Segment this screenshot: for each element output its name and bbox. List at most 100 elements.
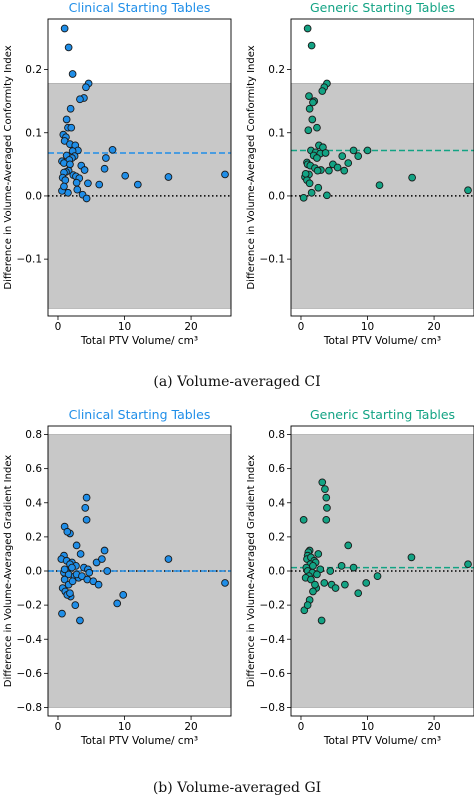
data-point — [85, 568, 94, 577]
data-point — [95, 180, 104, 189]
data-point — [221, 579, 229, 587]
data-point — [322, 493, 331, 502]
data-point — [82, 493, 91, 502]
y-tick-label: 0.6 — [268, 463, 285, 475]
y-tick-label: −0.6 — [17, 668, 43, 680]
chart-title: Clinical Starting Tables — [69, 0, 211, 15]
axes-frame — [290, 18, 474, 317]
data-point — [82, 83, 90, 92]
x-tick-label: 0 — [298, 721, 305, 733]
data-point — [92, 558, 101, 567]
data-point — [464, 560, 472, 569]
data-point — [102, 154, 110, 162]
data-point — [331, 584, 340, 592]
data-point — [68, 70, 77, 78]
x-tick-label: 20 — [184, 721, 197, 733]
data-point — [68, 563, 76, 572]
data-point — [100, 164, 109, 173]
y-tick-label: −0.8 — [17, 702, 43, 714]
data-point — [80, 166, 89, 174]
data-point — [354, 152, 363, 160]
data-point — [94, 580, 103, 589]
y-tick-label: 0.8 — [268, 429, 285, 441]
data-point — [305, 92, 313, 100]
y-tick-label: 0.4 — [268, 497, 285, 509]
y-tick-label: −0.1 — [260, 254, 286, 266]
y-tick-label: −0.2 — [17, 600, 43, 612]
chart-gi-generic: 0 10 20 −0.8 −0.6 −0.4 −0.2 0.0 0.2 0.4 0.6 0.8 Gene… — [246, 407, 474, 747]
data-point — [66, 160, 74, 169]
data-point — [307, 188, 316, 197]
data-point — [133, 180, 142, 189]
data-point — [408, 173, 416, 182]
data-point — [318, 478, 327, 487]
data-point — [76, 616, 84, 625]
y-tick-label: 0.1 — [25, 127, 42, 139]
data-point — [307, 41, 316, 50]
y-tick-label: −0.6 — [260, 668, 286, 680]
limits-band — [290, 83, 474, 309]
x-tick-label: 0 — [298, 321, 305, 333]
y-tick-label: 0.2 — [25, 64, 42, 76]
y-tick-label: −0.1 — [17, 254, 43, 266]
data-point — [349, 563, 358, 572]
data-point — [62, 115, 71, 124]
data-point — [76, 95, 84, 104]
data-point — [61, 176, 70, 184]
data-point — [164, 555, 173, 563]
y-tick-label: 0.4 — [25, 497, 42, 509]
data-point — [344, 159, 353, 167]
data-point — [221, 170, 229, 179]
data-point — [121, 171, 130, 180]
data-point — [100, 546, 109, 555]
data-point — [304, 126, 313, 135]
data-point — [301, 169, 310, 178]
x-tick-label: 10 — [118, 321, 131, 333]
data-point — [76, 550, 85, 558]
data-point — [307, 575, 315, 584]
data-point — [66, 104, 75, 113]
y-tick-label: 0.8 — [25, 429, 42, 441]
x-axis-label: Total PTV Volume/ cm³ — [80, 735, 198, 747]
data-point — [373, 572, 382, 580]
data-point — [407, 553, 416, 562]
chart-ci-generic: 0 10 20 −0.1 0.0 0.1 0.2 Generic Starting Table… — [246, 0, 474, 347]
data-point — [362, 579, 371, 587]
y-axis-label: Difference in Volume-Averaged Conformity… — [3, 45, 14, 289]
x-tick-label: 0 — [55, 321, 62, 333]
data-point — [326, 567, 335, 575]
data-point — [320, 579, 329, 587]
x-axis-label: Total PTV Volume/ cm³ — [323, 735, 441, 747]
data-point — [60, 182, 68, 191]
data-point — [66, 589, 74, 598]
data-point — [164, 173, 173, 181]
data-point — [299, 515, 308, 524]
caption-b: (b) Volume-averaged GI — [153, 780, 321, 796]
y-tick-label: 0.2 — [268, 531, 285, 543]
x-tick-label: 0 — [55, 721, 62, 733]
data-point — [325, 166, 333, 175]
data-point — [89, 577, 98, 586]
data-point — [321, 149, 330, 157]
data-point — [60, 575, 69, 584]
data-point — [354, 589, 363, 598]
data-point — [303, 24, 312, 33]
data-point — [375, 181, 384, 190]
chart-ci-clinical: 0 10 20 −0.1 0.0 0.1 0.2 Clinical Starting Tabl… — [3, 0, 232, 347]
y-axis-label: Difference in Volume-Averaged Gradient I… — [3, 455, 14, 688]
y-tick-label: −0.4 — [17, 634, 43, 646]
y-tick-label: 0.2 — [268, 64, 285, 76]
x-axis-label: Total PTV Volume/ cm³ — [80, 335, 198, 347]
data-point — [67, 123, 76, 132]
data-point — [338, 152, 347, 160]
data-point — [349, 146, 358, 155]
y-tick-label: 0.0 — [25, 191, 42, 203]
data-point — [64, 43, 73, 52]
data-point — [322, 515, 331, 524]
data-point — [311, 580, 319, 589]
y-tick-label: −0.2 — [260, 600, 286, 612]
x-tick-label: 20 — [184, 321, 197, 333]
y-tick-label: 0.0 — [268, 191, 285, 203]
data-point — [72, 178, 81, 187]
y-tick-label: −0.4 — [260, 634, 286, 646]
